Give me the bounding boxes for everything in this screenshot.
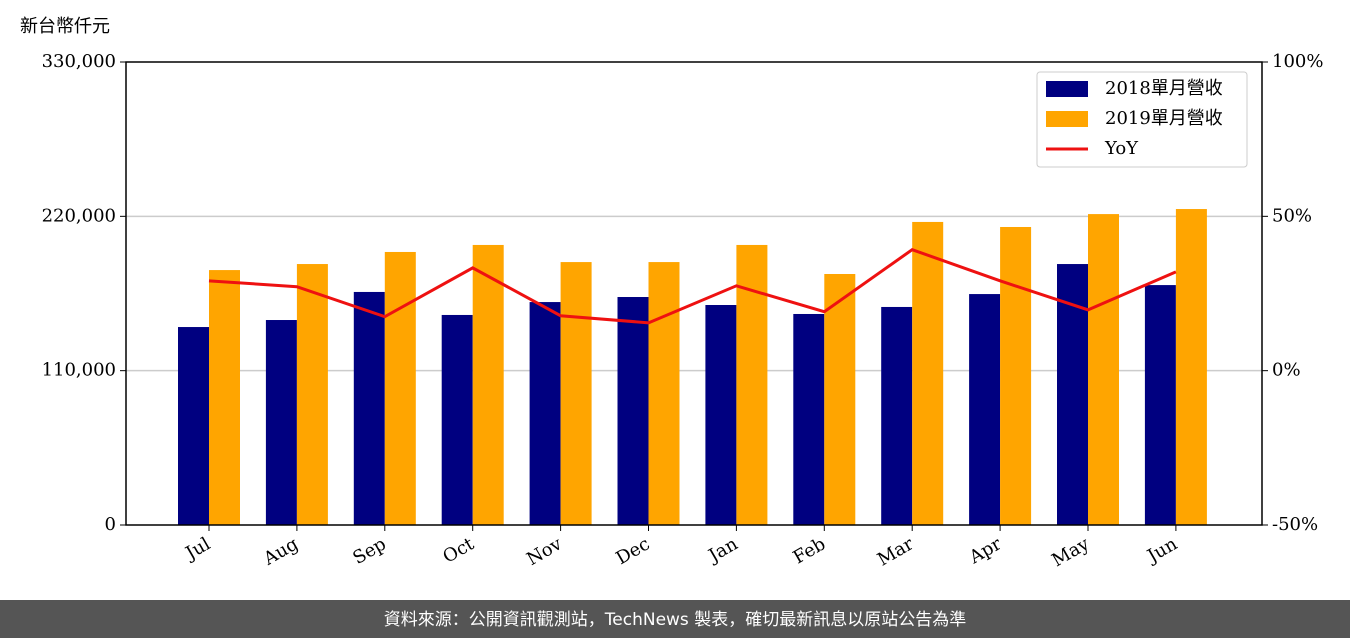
bar (384, 251, 416, 525)
bar (441, 314, 473, 525)
bar (912, 221, 944, 526)
bar (705, 305, 737, 525)
x-tick-label: Jul (180, 533, 214, 565)
bar (209, 270, 240, 525)
y-tick-label: 0 (105, 514, 116, 535)
bar (1088, 214, 1119, 525)
y2-tick-label: -50% (1272, 514, 1318, 535)
x-tick-label: Dec (613, 533, 654, 569)
bar (824, 273, 856, 525)
bar (353, 291, 385, 525)
y2-tick-label: 100% (1272, 51, 1323, 72)
unit-label: 新台幣仟元 (20, 16, 110, 37)
legend-label: YoY (1104, 138, 1139, 159)
legend-label: 2019單月營收 (1105, 108, 1223, 129)
y2-tick-label: 0% (1272, 360, 1301, 381)
bar (1175, 209, 1207, 525)
legend-box (1036, 71, 1248, 168)
x-tick-label: Nov (523, 533, 566, 570)
yoy-line (208, 247, 1177, 325)
x-tick-label: Sep (349, 533, 389, 568)
y-tick-label: 330,000 (42, 51, 116, 72)
source-note: 資料來源：公開資訊觀測站，TechNews 製表，確切最新訊息以原站公告為準 (384, 610, 966, 630)
x-tick-label: Mar (874, 533, 918, 570)
legend-swatch (1046, 81, 1088, 97)
plot-frame (125, 61, 1263, 526)
x-tick-label: Jan (704, 533, 742, 567)
y-tick-label: 110,000 (42, 360, 116, 381)
legend-swatch (1046, 111, 1088, 127)
bar (617, 297, 649, 525)
bar (881, 306, 913, 525)
footer-bar (0, 600, 1350, 638)
bar (178, 327, 209, 525)
y-tick-label: 220,000 (42, 205, 116, 226)
x-tick-label: May (1048, 533, 1093, 571)
legend-label: 2018單月營收 (1105, 78, 1223, 99)
bar (529, 302, 561, 525)
bar (265, 320, 297, 525)
x-tick-label: Apr (965, 533, 1005, 568)
bar (560, 262, 592, 525)
x-tick-label: Aug (259, 533, 302, 570)
bar (296, 264, 328, 525)
x-tick-label: Feb (790, 533, 830, 568)
bar (648, 262, 680, 525)
bar (1000, 226, 1032, 525)
bar (472, 244, 504, 526)
y2-tick-label: 50% (1272, 205, 1312, 226)
bar (793, 313, 825, 525)
bar (1144, 285, 1176, 525)
x-tick-label: Oct (439, 533, 478, 568)
bar (969, 294, 1001, 525)
x-tick-label: Jun (1142, 533, 1181, 568)
